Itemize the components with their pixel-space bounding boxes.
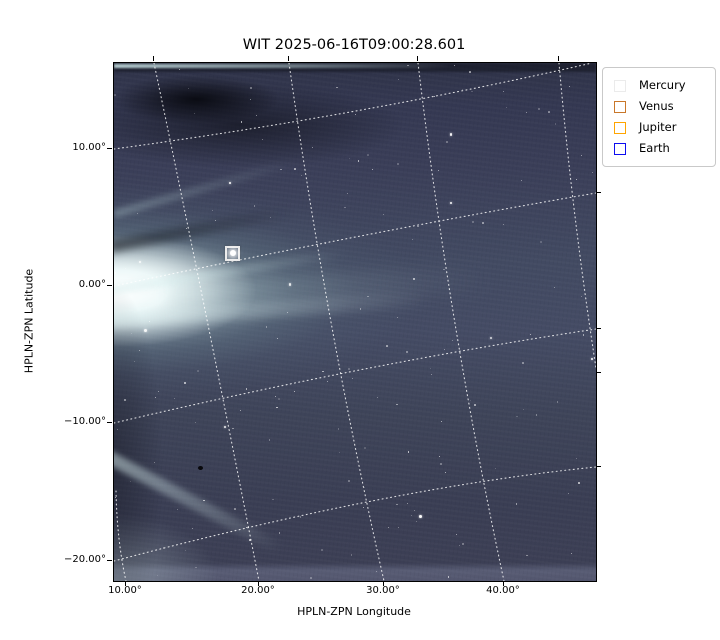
latitude-line-0 [114,192,596,287]
x-tick-top [153,56,154,61]
legend: Mercury Venus Jupiter Earth [602,67,716,167]
plot-title: WIT 2025-06-16T09:00:28.601 [242,37,466,53]
earth-swatch-icon [614,142,626,155]
x-tick [383,581,384,586]
x-tick-label: 20.00° [241,585,275,596]
y-tick [107,422,112,423]
x-tick-top [558,56,559,61]
coordinate-grid [114,63,596,581]
x-tick-top [417,56,418,61]
legend-label: Venus [639,98,674,113]
starfield [114,63,596,581]
longitude-line-50 [558,63,596,369]
mercury-dot [230,250,236,256]
legend-item-earth: Earth [612,138,706,159]
y-tick-right [596,372,601,373]
y-axis-label: HPLN-ZPN Latitude [22,268,36,374]
longitude-line-40 [417,63,505,581]
legend-item-venus: Venus [612,96,706,117]
y-tick-label: 10.00° [72,142,106,153]
y-tick-label: −20.00° [63,554,106,565]
longitude-line-30 [288,63,385,581]
dark-speck [198,466,203,470]
longitude-line-20 [153,63,260,581]
y-tick-label: 0.00° [78,279,106,290]
y-tick [107,560,112,561]
mercury-swatch-icon [614,79,626,92]
x-tick [125,581,126,586]
legend-label: Mercury [639,77,686,92]
x-tick [258,581,259,586]
plot-area [113,62,597,582]
latitude-line--20 [114,466,596,562]
y-tick-right [596,328,601,329]
y-tick-right [596,466,601,467]
x-axis-label: HPLN-ZPN Longitude [297,605,411,618]
mercury-marker [225,246,240,261]
latitude-line-10 [114,63,593,150]
venus-swatch-icon [614,100,626,113]
longitude-line-10 [115,490,127,581]
legend-item-jupiter: Jupiter [612,117,706,138]
x-tick [503,581,504,586]
jupiter-swatch-icon [614,121,626,134]
y-tick [107,148,112,149]
latitude-line--10 [114,328,596,424]
x-tick-label: 10.00° [108,585,142,596]
x-tick-label: 40.00° [486,585,520,596]
x-tick-top [288,56,289,61]
y-tick [107,285,112,286]
legend-label: Earth [639,140,670,155]
y-tick-right [596,192,601,193]
legend-item-mercury: Mercury [612,75,706,96]
y-tick-label: −10.00° [63,416,106,427]
legend-label: Jupiter [639,119,677,134]
x-tick-label: 30.00° [366,585,400,596]
